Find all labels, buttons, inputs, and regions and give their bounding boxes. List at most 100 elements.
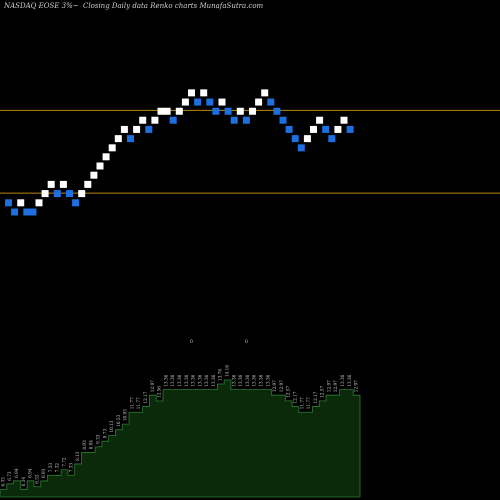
down-brick (291, 135, 299, 143)
lower-value-label: 14.16 (225, 365, 230, 377)
lower-value-label: 13.36 (204, 374, 209, 386)
lower-value-label: 12.97 (354, 380, 359, 392)
symbol-label: NASDAQ EOSE (4, 2, 60, 10)
lower-value-label: 9.33 (95, 434, 100, 444)
down-brick (279, 116, 287, 124)
up-brick (102, 153, 110, 161)
down-brick (11, 208, 19, 216)
up-brick (181, 98, 189, 106)
down-brick (346, 125, 354, 133)
lower-value-label: 12.97 (279, 380, 284, 392)
source-label: MunafaSutra.com (199, 2, 264, 10)
lower-value-label: 6.93 (41, 468, 46, 478)
up-brick (157, 107, 165, 115)
lower-value-label: 12.17 (313, 391, 318, 403)
lower-value-label: 7.33 (68, 463, 73, 473)
down-brick (194, 98, 202, 106)
reference-lines (0, 109, 500, 194)
lower-value-label: 13.36 (259, 374, 264, 386)
percent-label: 3%~ (61, 2, 79, 10)
lower-value-label: 13.36 (265, 374, 270, 386)
up-brick (84, 180, 92, 188)
lower-value-label: 13.36 (197, 374, 202, 386)
lower-value-label: 13.36 (170, 374, 175, 386)
lower-value-label: 13.36 (252, 374, 257, 386)
lower-value-label: 10.93 (123, 409, 128, 421)
lower-value-label: 7.32 (55, 463, 60, 473)
lower-value-label: 13.36 (184, 374, 189, 386)
lower-value-label: 10.13 (109, 420, 114, 432)
up-brick (303, 135, 311, 143)
lower-value-label: 11.77 (129, 397, 134, 409)
up-brick (151, 116, 159, 124)
down-brick (230, 116, 238, 124)
lower-value-label: 13.36 (347, 374, 352, 386)
up-brick (340, 116, 348, 124)
down-brick (53, 190, 61, 198)
mode-label: Closing Daily data (83, 2, 148, 10)
down-brick (267, 98, 275, 106)
lower-value-label: 10.53 (116, 415, 121, 427)
up-brick (218, 98, 226, 106)
down-brick (5, 199, 12, 207)
up-brick (47, 180, 55, 188)
bricks-layer (5, 89, 354, 216)
down-brick (206, 98, 214, 106)
lower-value-label: 12.56 (157, 386, 162, 398)
down-brick (322, 125, 330, 133)
lower-value-label: 8.13 (75, 451, 80, 461)
up-brick (59, 180, 67, 188)
chart-header: NASDAQ EOSE 3%~ Closing Daily data Renko… (4, 2, 263, 10)
up-brick (108, 144, 116, 152)
lower-value-label: 6.94 (28, 468, 33, 478)
lower-value-label: 7.72 (62, 457, 67, 467)
down-brick (23, 208, 31, 216)
lower-value-label: 13.36 (231, 374, 236, 386)
down-brick (242, 116, 250, 124)
lower-value-label: 13.36 (238, 374, 243, 386)
up-brick (200, 89, 208, 97)
down-brick (127, 135, 134, 143)
down-brick (224, 107, 232, 115)
lower-value-label: 6.52 (34, 474, 39, 484)
lower-value-label: 12.17 (292, 391, 297, 403)
down-brick (66, 190, 73, 198)
up-brick (249, 107, 256, 115)
up-brick (41, 190, 49, 198)
lower-value-label: 13.36 (340, 374, 345, 386)
lower-value-label: 12.17 (143, 391, 148, 403)
down-brick (273, 107, 281, 115)
marker-label: 0 (245, 339, 248, 345)
lower-value-label: 8.93 (82, 440, 87, 450)
down-brick (212, 107, 220, 115)
lower-value-label: 11.77 (306, 397, 311, 409)
lower-value-label: 11.77 (136, 397, 141, 409)
lower-value-label: 6.33 (0, 477, 5, 487)
lower-value-label: 13.36 (191, 374, 196, 386)
up-brick (139, 116, 147, 124)
lower-value-label: 11.77 (299, 397, 304, 409)
up-brick (261, 89, 269, 97)
up-brick (188, 89, 195, 97)
lower-value-label: 7.33 (48, 463, 53, 473)
up-brick (163, 107, 171, 115)
up-brick (175, 107, 183, 115)
up-brick (78, 190, 86, 198)
chart-name-label: Renko charts (150, 2, 198, 10)
lower-value-label: 12.97 (272, 380, 277, 392)
up-brick (96, 162, 104, 170)
lower-value-label: 13.36 (211, 374, 216, 386)
lower-panel-area (0, 379, 361, 498)
up-brick (17, 199, 25, 207)
lower-value-label: 12.97 (326, 380, 331, 392)
up-brick (316, 116, 324, 124)
lower-value-label: 13.36 (177, 374, 182, 386)
down-brick (29, 208, 37, 216)
lower-value-label: 9.73 (102, 429, 107, 439)
lower-value-label: 12.57 (286, 386, 291, 398)
up-brick (120, 125, 128, 133)
lower-value-label: 6.94 (14, 468, 19, 478)
lower-value-label: 8.94 (89, 440, 94, 450)
lower-value-label: 13.36 (245, 374, 250, 386)
